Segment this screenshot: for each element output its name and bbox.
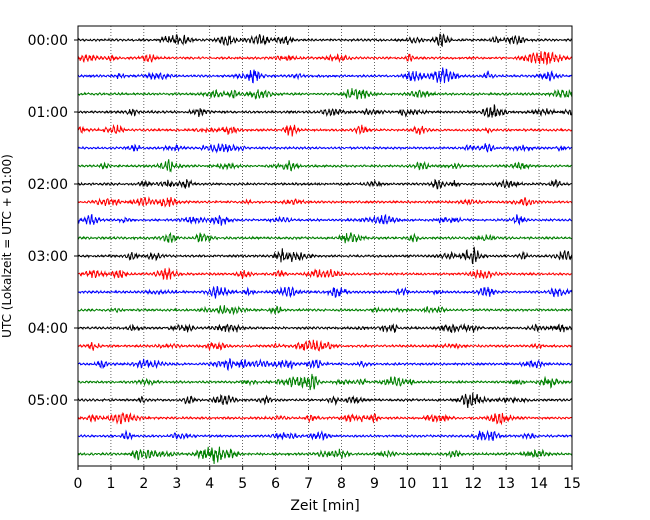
y-tick-label: 04:00 <box>28 321 68 337</box>
seismic-trace <box>77 246 573 265</box>
seismic-trace <box>77 446 573 464</box>
seismic-trace <box>77 33 573 48</box>
seismic-trace <box>77 51 573 66</box>
x-axis-ticks: 0 1 2 3 4 5 6 7 8 9 10 11 12 13 14 15 <box>74 466 581 492</box>
y-tick-label: 02:00 <box>28 177 68 193</box>
seismic-trace <box>77 178 573 190</box>
seismic-trace <box>77 339 573 352</box>
seismic-trace <box>77 322 573 334</box>
y-tick-label: 03:00 <box>28 249 68 265</box>
y-tick-label: 01:00 <box>28 105 68 121</box>
x-tick-label: 13 <box>497 476 515 492</box>
seismic-trace <box>77 159 573 173</box>
x-tick-label: 14 <box>530 476 548 492</box>
x-tick-label: 6 <box>271 476 280 492</box>
seismic-trace <box>77 123 573 137</box>
x-axis-label: Zeit [min] <box>290 498 359 514</box>
y-axis-label: UTC (Lokalzeit = UTC + 01:00) <box>0 154 14 338</box>
seismic-traces <box>77 33 573 464</box>
y-tick-label: 05:00 <box>28 393 68 409</box>
x-tick-label: 8 <box>337 476 346 492</box>
plot-frame <box>77 25 573 467</box>
x-tick-label: 7 <box>304 476 313 492</box>
x-tick-label: 9 <box>370 476 379 492</box>
seismic-trace <box>77 196 573 208</box>
x-tick-label: 5 <box>238 476 247 492</box>
seismic-trace <box>77 213 573 226</box>
seismic-trace <box>77 392 573 409</box>
y-tick-label: 00:00 <box>28 33 68 49</box>
x-tick-label: 15 <box>563 476 581 492</box>
x-tick-label: 11 <box>431 476 449 492</box>
seismic-trace <box>77 231 573 244</box>
seismic-trace <box>77 285 573 299</box>
seismic-trace <box>77 411 573 426</box>
seismic-trace <box>77 358 573 372</box>
x-tick-label: 3 <box>172 476 181 492</box>
seismic-trace <box>77 88 573 100</box>
seismic-trace <box>77 67 573 84</box>
x-tick-label: 4 <box>205 476 214 492</box>
seismic-trace <box>77 305 573 316</box>
seismic-trace <box>77 143 573 154</box>
seismic-trace <box>77 373 573 391</box>
y-axis-ticks: 00:00 01:00 02:00 03:00 04:00 05:00 <box>28 33 78 409</box>
seismic-trace <box>77 266 572 281</box>
seismic-trace <box>77 429 573 442</box>
x-tick-label: 2 <box>139 476 148 492</box>
x-tick-label: 12 <box>464 476 482 492</box>
seismic-trace <box>77 104 573 118</box>
x-tick-label: 0 <box>74 476 83 492</box>
x-tick-label: 1 <box>106 476 115 492</box>
x-tick-label: 10 <box>398 476 416 492</box>
